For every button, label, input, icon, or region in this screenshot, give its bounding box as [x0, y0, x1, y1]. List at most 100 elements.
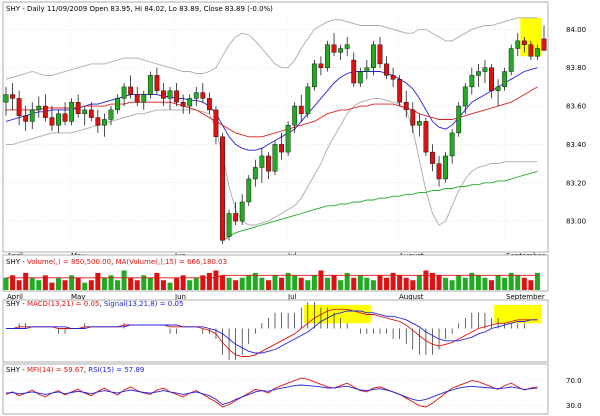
- candle-body: [187, 98, 193, 107]
- candle-body: [62, 113, 68, 122]
- candle-body: [311, 63, 317, 88]
- candle-body: [82, 109, 88, 114]
- candle-body: [279, 144, 284, 153]
- candle-body: [371, 44, 376, 68]
- volume-bar: [213, 270, 219, 290]
- volume-bar: [265, 280, 271, 290]
- mfi-legend-item: MFI(14) = 59.67: [27, 366, 84, 374]
- signal-line: [6, 310, 538, 354]
- volume-bar: [384, 277, 390, 290]
- candle-body: [233, 213, 239, 222]
- candle-body: [384, 63, 389, 76]
- volume-bar: [331, 275, 337, 290]
- volume-legend-item: Volume(,) = 850,500.00: [27, 258, 111, 266]
- candle-body: [154, 75, 160, 91]
- candle-body: [423, 121, 429, 153]
- candle-body: [174, 90, 179, 103]
- price-indicator-lines: [5, 17, 538, 241]
- candle-body: [377, 44, 383, 65]
- volume-bar: [233, 280, 239, 290]
- candle-body: [3, 94, 9, 103]
- mfi-rsi-legend: SHY - MFI(14) = 59.67, RSI(15) = 57.89: [6, 366, 144, 374]
- volume-ma-legend-item: MA(Volume(,),15) = 666,180.03: [116, 258, 228, 266]
- volume-legend: SHY - Volume(,) = 850,500.00, MA(Volume(…: [6, 258, 227, 266]
- price-panel-frame: [2, 1, 549, 253]
- candle-body: [266, 155, 271, 172]
- candle-body: [541, 38, 547, 51]
- candle-body: [95, 117, 101, 126]
- volume-bar: [364, 277, 370, 290]
- macd-legend-item: MACD(13,21) = 0.05: [27, 300, 99, 308]
- line-ma200: [222, 170, 538, 241]
- candle-body: [298, 105, 304, 114]
- macd-legend: SHY - MACD(13,21) = 0.05, Signal(13,21,8…: [6, 300, 183, 308]
- volume-bar: [187, 280, 193, 290]
- volume-bar: [200, 275, 206, 290]
- candle-body: [462, 86, 468, 107]
- candle-body: [115, 98, 120, 111]
- month-label: Jun: [174, 293, 186, 301]
- volume-bar: [429, 272, 435, 290]
- line-bollinger-lower: [6, 97, 538, 226]
- candle-body: [206, 98, 212, 111]
- candle-body: [259, 155, 265, 168]
- volume-bar: [167, 282, 173, 290]
- candle-body: [456, 105, 462, 134]
- macd-lines: [6, 308, 538, 357]
- candle-body: [75, 102, 81, 114]
- candle-body: [430, 151, 435, 164]
- candle-body: [147, 75, 153, 95]
- candle-body: [10, 94, 15, 99]
- volume-bar: [220, 275, 226, 290]
- price-y-axis: 83.00 83.20 83.40 83.60 83.80 84.00: [566, 26, 586, 226]
- line-ma20: [5, 67, 538, 151]
- candle-body: [200, 92, 206, 99]
- candle-body: [436, 163, 442, 180]
- candle-body: [449, 132, 455, 157]
- volume-bar: [515, 275, 521, 290]
- volume-bar: [49, 282, 55, 290]
- volume-bar: [141, 275, 147, 290]
- volume-bar: [502, 277, 508, 290]
- candle-body: [29, 109, 35, 122]
- volume-bars: [3, 270, 540, 290]
- candle-body: [535, 48, 540, 57]
- volume-bar: [246, 275, 252, 290]
- volume-bar: [75, 277, 81, 290]
- candle-body: [88, 109, 94, 118]
- volume-bar: [3, 277, 9, 290]
- volume-bar: [338, 280, 344, 290]
- volume-bar: [226, 277, 232, 290]
- price-y-tick-label: 83.60: [566, 103, 586, 111]
- volume-bar: [88, 280, 94, 290]
- candle-body: [180, 102, 186, 107]
- volume-bar: [403, 277, 409, 290]
- volume-bar: [279, 277, 285, 290]
- candle-body: [134, 94, 140, 103]
- rsi-legend-item: RSI(15) = 57.89: [88, 366, 144, 374]
- candle-body: [213, 109, 219, 137]
- volume-bar: [410, 280, 416, 290]
- chart-title: SHY - Daily 11/09/2009 Open 83.95, Hi 84…: [6, 5, 273, 13]
- candle-body: [331, 44, 337, 53]
- price-y-tick-label: 83.00: [566, 218, 586, 226]
- volume-bar: [206, 272, 212, 290]
- volume-bar: [180, 275, 186, 290]
- candle-body: [416, 121, 422, 126]
- candle-body: [272, 144, 278, 172]
- candle-body: [285, 125, 291, 153]
- volume-bar: [23, 272, 29, 290]
- candle-body: [56, 113, 61, 126]
- macd-panel-frame: [2, 299, 549, 363]
- volume-bar: [154, 272, 160, 290]
- volume-bar: [449, 280, 455, 290]
- volume-bar: [69, 275, 75, 290]
- volume-bar: [521, 277, 527, 290]
- candle-body: [318, 63, 324, 68]
- volume-bar: [16, 280, 22, 290]
- candle-body: [397, 79, 403, 103]
- volume-bar: [128, 277, 134, 290]
- price-y-tick-label: 83.20: [566, 179, 586, 187]
